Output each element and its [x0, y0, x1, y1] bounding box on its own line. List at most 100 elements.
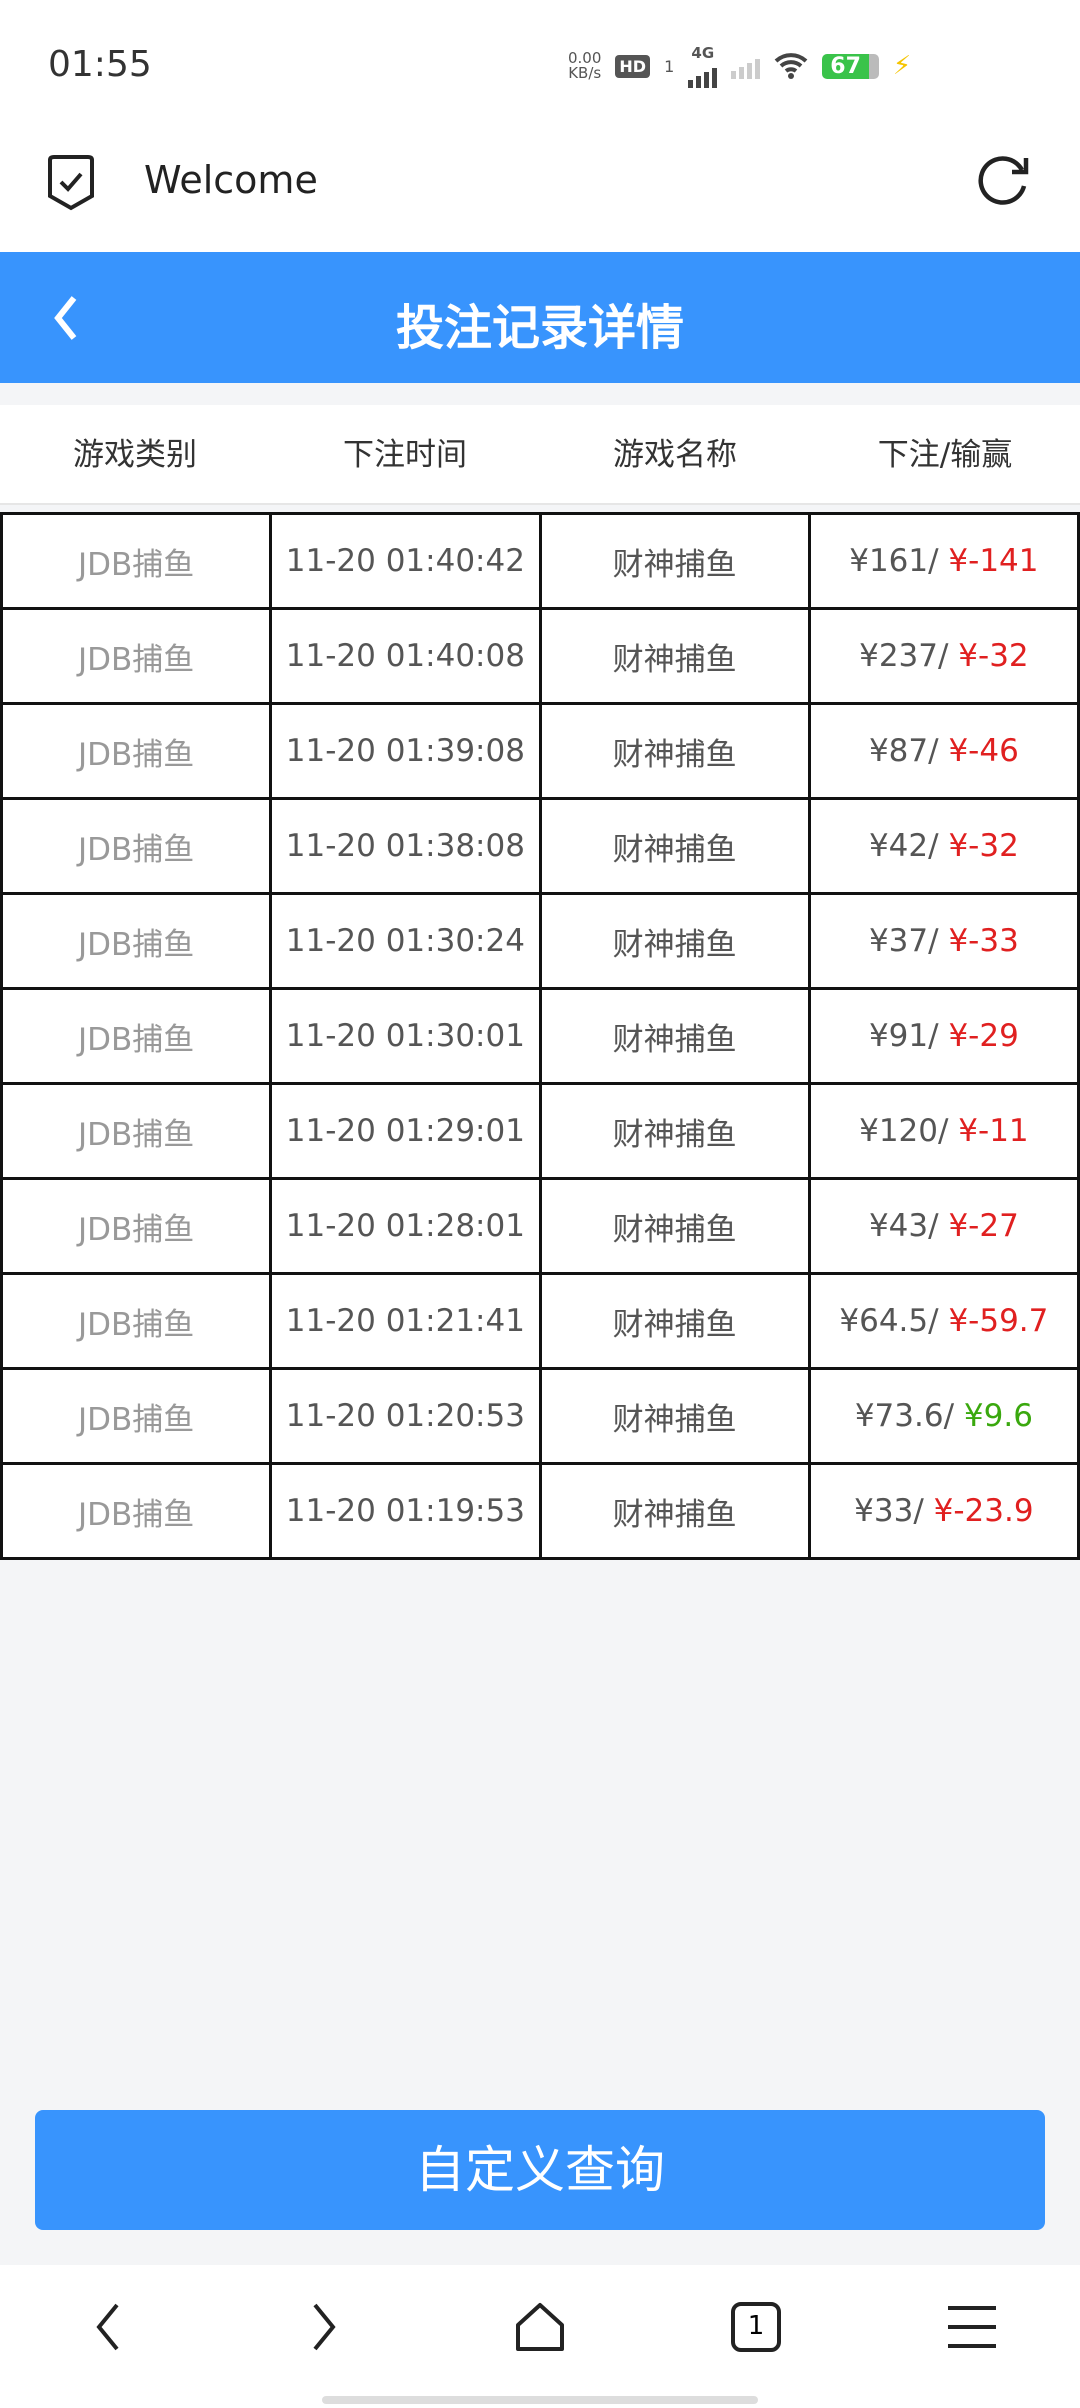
cell-bet-result: ¥237/ ¥-32: [807, 607, 1080, 705]
cell-game: 财神捕鱼: [538, 702, 811, 800]
bet-amount: ¥237/: [859, 638, 949, 674]
cell-category: JDB捕鱼: [0, 1272, 273, 1370]
cell-game: 财神捕鱼: [538, 512, 811, 610]
cell-game: 财神捕鱼: [538, 892, 811, 990]
cell-category: JDB捕鱼: [0, 1367, 273, 1465]
cell-signal-2-icon: [731, 53, 761, 79]
header-game: 游戏名称: [613, 437, 737, 473]
hd-icon: HD: [615, 54, 651, 78]
home-icon[interactable]: [500, 2301, 580, 2353]
cell-time: 11-20 01:40:08: [269, 607, 542, 705]
result-amount: ¥-32: [958, 638, 1029, 674]
cell-time: 11-20 01:38:08: [269, 797, 542, 895]
cell-game: 财神捕鱼: [538, 1082, 811, 1180]
header-bet-result: 下注/输赢: [877, 437, 1013, 473]
bet-amount: ¥37/: [868, 923, 939, 959]
cell-time: 11-20 01:20:53: [269, 1367, 542, 1465]
cell-game: 财神捕鱼: [538, 607, 811, 705]
cell-time: 11-20 01:21:41: [269, 1272, 542, 1370]
forward-icon[interactable]: [284, 2301, 364, 2353]
result-amount: ¥-11: [958, 1113, 1029, 1149]
cell-game: 财神捕鱼: [538, 797, 811, 895]
cell-game: 财神捕鱼: [538, 1272, 811, 1370]
result-amount: ¥-23.9: [933, 1493, 1034, 1529]
refresh-icon[interactable]: [976, 152, 1032, 208]
cell-category: JDB捕鱼: [0, 1177, 273, 1275]
result-amount: ¥-141: [948, 543, 1039, 579]
table-row[interactable]: JDB捕鱼 11-20 01:30:01 财神捕鱼 ¥91/ ¥-29: [0, 987, 1080, 1085]
cell-category: JDB捕鱼: [0, 797, 273, 895]
browser-bar: Welcome: [0, 122, 1080, 252]
cell-category: JDB捕鱼: [0, 892, 273, 990]
home-indicator[interactable]: [322, 2396, 758, 2404]
cell-category: JDB捕鱼: [0, 1082, 273, 1180]
cell-time: 11-20 01:30:01: [269, 987, 542, 1085]
result-amount: ¥-27: [948, 1208, 1019, 1244]
shield-check-icon[interactable]: [46, 154, 96, 212]
result-amount: ¥-59.7: [948, 1303, 1049, 1339]
table-row[interactable]: JDB捕鱼 11-20 01:39:08 财神捕鱼 ¥87/ ¥-46: [0, 702, 1080, 800]
cell-game: 财神捕鱼: [538, 1367, 811, 1465]
back-arrow-icon[interactable]: [46, 288, 86, 348]
status-bar: 01:55 0.00 KB/s HD 1 4G 67 ⚡: [0, 0, 1080, 122]
table-row[interactable]: JDB捕鱼 11-20 01:29:01 财神捕鱼 ¥120/ ¥-11: [0, 1082, 1080, 1180]
wifi-icon: [774, 53, 808, 79]
table-row[interactable]: JDB捕鱼 11-20 01:20:53 财神捕鱼 ¥73.6/ ¥9.6: [0, 1367, 1080, 1465]
bet-amount: ¥33/: [854, 1493, 924, 1529]
result-amount: ¥-29: [948, 1018, 1019, 1054]
back-icon[interactable]: [68, 2301, 148, 2353]
tabs-button[interactable]: 1: [716, 2301, 796, 2353]
table-row[interactable]: JDB捕鱼 11-20 01:28:01 财神捕鱼 ¥43/ ¥-27: [0, 1177, 1080, 1275]
result-amount: ¥-33: [948, 923, 1019, 959]
cell-time: 11-20 01:19:53: [269, 1462, 542, 1560]
cell-bet-result: ¥42/ ¥-32: [807, 797, 1080, 895]
bet-amount: ¥87/: [868, 733, 939, 769]
bet-amount: ¥64.5/: [839, 1303, 939, 1339]
cell-category: JDB捕鱼: [0, 512, 273, 610]
header-category: 游戏类别: [73, 437, 197, 473]
cell-category: JDB捕鱼: [0, 607, 273, 705]
browser-title: Welcome: [144, 158, 318, 202]
clock: 01:55: [48, 44, 152, 85]
custom-query-button[interactable]: 自定义查询: [35, 2110, 1045, 2230]
charging-icon: ⚡: [892, 51, 912, 81]
cell-bet-result: ¥64.5/ ¥-59.7: [807, 1272, 1080, 1370]
header-time: 下注时间: [343, 437, 467, 473]
cell-time: 11-20 01:40:42: [269, 512, 542, 610]
bet-amount: ¥120/: [859, 1113, 949, 1149]
cell-category: JDB捕鱼: [0, 1462, 273, 1560]
bet-records-table: JDB捕鱼 11-20 01:40:42 财神捕鱼 ¥161/ ¥-141 JDB…: [0, 512, 1080, 1560]
net-speed: 0.00 KB/s: [568, 49, 602, 82]
cell-bet-result: ¥91/ ¥-29: [807, 987, 1080, 1085]
page-title: 投注记录详情: [395, 300, 684, 356]
table-row[interactable]: JDB捕鱼 11-20 01:21:41 财神捕鱼 ¥64.5/ ¥-59.7: [0, 1272, 1080, 1370]
cell-time: 11-20 01:28:01: [269, 1177, 542, 1275]
menu-icon[interactable]: [932, 2304, 1012, 2350]
table-row[interactable]: JDB捕鱼 11-20 01:40:42 财神捕鱼 ¥161/ ¥-141: [0, 512, 1080, 610]
bet-amount: ¥91/: [868, 1018, 939, 1054]
cell-bet-result: ¥33/ ¥-23.9: [807, 1462, 1080, 1560]
bet-amount: ¥73.6/: [854, 1398, 955, 1434]
cell-bet-result: ¥120/ ¥-11: [807, 1082, 1080, 1180]
table-row[interactable]: JDB捕鱼 11-20 01:19:53 财神捕鱼 ¥33/ ¥-23.9: [0, 1462, 1080, 1560]
cell-game: 财神捕鱼: [538, 1177, 811, 1275]
page-header: 投注记录详情: [0, 252, 1080, 383]
cell-time: 11-20 01:29:01: [269, 1082, 542, 1180]
cell-category: JDB捕鱼: [0, 702, 273, 800]
browser-bottom-nav: 1: [0, 2265, 1080, 2408]
cell-time: 11-20 01:39:08: [269, 702, 542, 800]
battery-icon: 67: [822, 53, 879, 79]
result-amount: ¥9.6: [963, 1398, 1033, 1434]
cell-time: 11-20 01:30:24: [269, 892, 542, 990]
result-amount: ¥-46: [948, 733, 1019, 769]
table-row[interactable]: JDB捕鱼 11-20 01:38:08 财神捕鱼 ¥42/ ¥-32: [0, 797, 1080, 895]
cell-bet-result: ¥161/ ¥-141: [807, 512, 1080, 610]
bet-amount: ¥42/: [868, 828, 939, 864]
table-row[interactable]: JDB捕鱼 11-20 01:40:08 财神捕鱼 ¥237/ ¥-32: [0, 607, 1080, 705]
cell-category: JDB捕鱼: [0, 987, 273, 1085]
result-amount: ¥-32: [948, 828, 1019, 864]
cell-bet-result: ¥43/ ¥-27: [807, 1177, 1080, 1275]
cell-bet-result: ¥73.6/ ¥9.6: [807, 1367, 1080, 1465]
cell-game: 财神捕鱼: [538, 1462, 811, 1560]
table-row[interactable]: JDB捕鱼 11-20 01:30:24 财神捕鱼 ¥37/ ¥-33: [0, 892, 1080, 990]
